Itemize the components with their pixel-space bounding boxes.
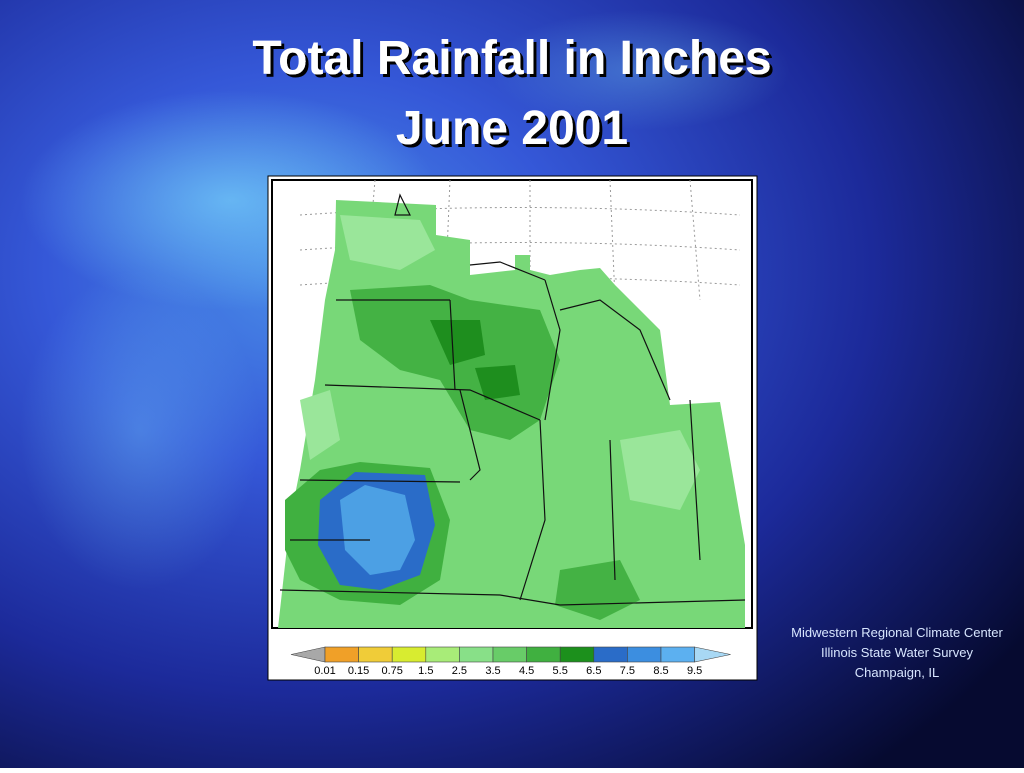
color-bar-label: 2.5 xyxy=(452,665,467,677)
color-bar-above xyxy=(694,646,731,663)
color-bar-label: 5.5 xyxy=(553,665,568,677)
color-bar-segment xyxy=(391,646,427,663)
background-glow xyxy=(20,270,260,590)
credit-line: Midwestern Regional Climate Center xyxy=(791,625,1003,640)
background-glow xyxy=(490,10,790,130)
subtitle: June 2001 xyxy=(396,102,628,155)
color-bar-segment xyxy=(492,646,527,663)
color-bar-segment xyxy=(459,646,494,663)
state-borders xyxy=(279,193,746,606)
credit-line: Illinois State Water Survey xyxy=(821,645,973,660)
color-bar-label: 3.5 xyxy=(485,665,500,677)
color-bar-label: 0.75 xyxy=(381,665,402,677)
rain-heavy xyxy=(475,365,520,400)
color-bar-segment xyxy=(559,646,595,663)
color-bar-label: 1.5 xyxy=(418,665,433,677)
color-bar-label: 7.5 xyxy=(620,665,635,677)
color-bar-segment xyxy=(660,646,695,663)
color-bar-label: 0.15 xyxy=(348,665,369,677)
credits: Midwestern Regional Climate Center Illin… xyxy=(791,625,1003,680)
rain-light xyxy=(620,430,700,510)
color-bar-segment xyxy=(526,646,561,663)
color-bar-segment xyxy=(627,646,662,663)
color-bar-label: 6.5 xyxy=(586,665,601,677)
rain-light xyxy=(300,390,340,460)
rain-extreme xyxy=(340,485,415,575)
color-bar-segment xyxy=(358,646,393,663)
rain-light xyxy=(340,215,435,270)
title: Total Rainfall in Inches xyxy=(252,32,771,85)
color-bar-label: 0.01 xyxy=(314,665,335,677)
color-bar-segment xyxy=(425,646,460,663)
color-bar-label: 4.5 xyxy=(519,665,534,677)
color-bar-segment xyxy=(593,646,628,663)
color-bar-segment xyxy=(324,646,359,663)
color-bar-label: 9.5 xyxy=(687,665,702,677)
credit-line: Champaign, IL xyxy=(855,665,940,680)
color-bar-label: 8.5 xyxy=(653,665,668,677)
map xyxy=(278,180,746,628)
rain-heavy xyxy=(430,320,485,365)
color-bar: 0.01 0.15 0.75 1.5 2.5 3.5 4.5 5.5 6.5 7.5 8.5 9.5 xyxy=(290,646,731,677)
